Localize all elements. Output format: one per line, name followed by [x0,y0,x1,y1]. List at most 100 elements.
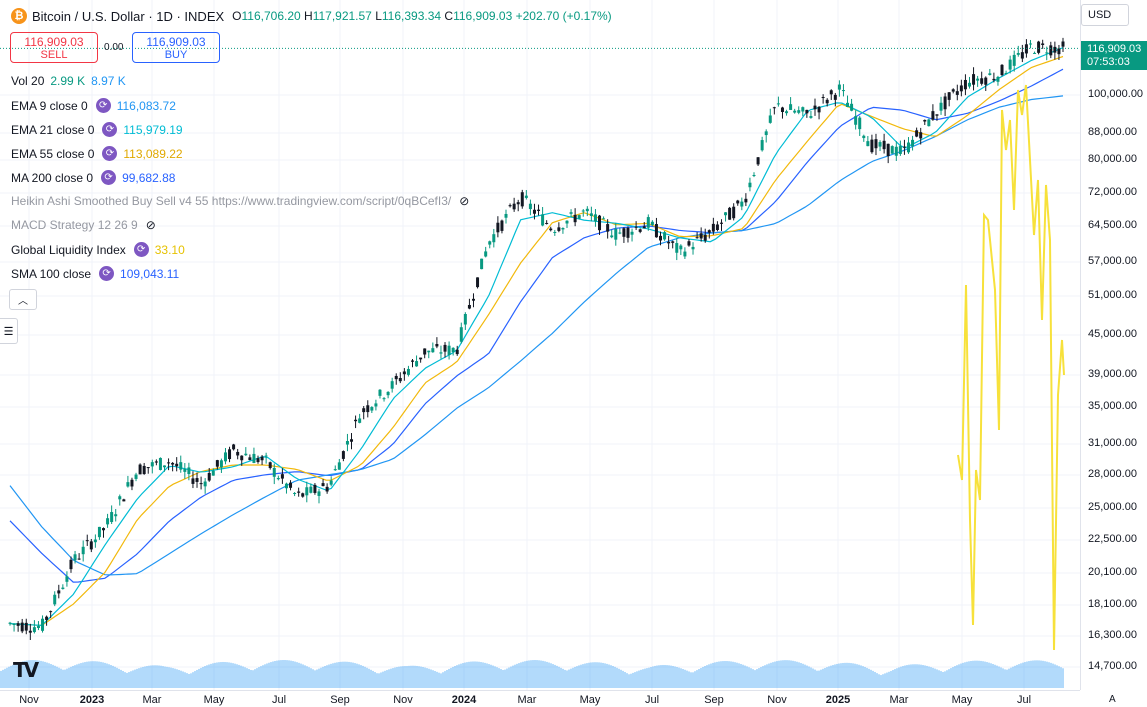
candle-body [12,623,16,625]
sell-button[interactable]: 116,909.03 SELL [10,32,98,63]
volume-bar [2,669,4,688]
volume-bar [738,663,740,688]
volume-bar [444,671,446,688]
hidden-eye-icon[interactable]: ⊘ [459,194,470,208]
sell-price: 116,909.03 [24,35,84,49]
candle-body [345,441,349,445]
volume-bar [268,662,270,688]
candle-body [467,304,471,309]
indicator-heikin-ashi[interactable]: Heikin Ashi Smoothed Buy Sell v4 55 http… [11,194,470,208]
candle-body [134,474,138,479]
candle-body [175,463,179,467]
price-chart[interactable] [0,0,1080,690]
candle-body [614,228,618,240]
volume-bar [990,663,992,688]
volume-bar [996,665,998,688]
volume-bar [920,664,922,688]
collapse-legend-button[interactable]: ︿ [9,289,37,310]
indicator-global-liquidity[interactable]: Global Liquidity Index ⟳ 33.10 [11,242,185,257]
candle-body [386,391,390,396]
currency-selector[interactable]: USD [1081,4,1129,26]
candle-body [878,142,882,147]
candle-body [289,482,293,488]
candle-body [524,195,528,198]
price-axis[interactable] [1080,0,1147,690]
candle-body [618,232,622,234]
object-tree-button[interactable]: ☰ [0,318,18,344]
candle-body [732,206,736,219]
volume-bar [658,665,660,688]
volume-bar [20,661,22,688]
time-axis[interactable] [0,690,1080,707]
volume-bar [814,669,816,688]
volume-bar [336,662,338,688]
candle-body [32,627,36,633]
volume-bar [426,668,428,688]
volume-bar [1048,662,1050,688]
candle-body [195,478,199,482]
indicator-ma200[interactable]: MA 200 close 0 ⟳ 99,682.88 [11,170,176,185]
auto-scale-button[interactable]: A [1109,694,1116,705]
volume-bar [796,661,798,688]
candle-body [699,233,703,239]
candle-body [898,146,902,154]
volume-bar [688,671,690,688]
indicator-macd[interactable]: MACD Strategy 12 26 9 ⊘ [11,218,156,232]
volume-bar [132,670,134,688]
indicator-volume[interactable]: Vol 20 2.99 K 8.97 K [11,74,126,88]
volume-bar [186,673,188,688]
volume-bar [1058,666,1060,688]
time-tick-label: May [951,694,973,706]
volume-bar [680,668,682,688]
volume-bar [32,660,34,688]
volume-bar [532,660,534,688]
candle-body [541,214,545,226]
volume-bar [14,664,16,688]
volume-bar [254,669,256,688]
candle-body [1000,64,1004,76]
indicator-sma100[interactable]: SMA 100 close ⟳ 109,043.11 [11,266,180,281]
symbol-title[interactable]: Bitcoin / U.S. Dollar · 1D · INDEX [32,8,225,24]
candle-body [1049,45,1053,56]
price-tick-label: 100,000.00 [1088,88,1144,100]
volume-bar [204,666,206,688]
volume-bar [1034,660,1036,688]
sma100-line [9,68,1064,583]
candle-body [902,146,906,148]
time-tick-label: Nov [767,694,787,706]
indicator-ema55[interactable]: EMA 55 close 0 ⟳ 113,089.22 [11,146,183,161]
volume-bar [998,666,1000,688]
volume-bar [960,663,962,688]
volume-bar [896,668,898,688]
volume-bar [798,662,800,688]
indicator-ema9[interactable]: EMA 9 close 0 ⟳ 116,083.72 [11,98,176,113]
tradingview-logo[interactable]: TV [13,658,39,682]
volume-bar [624,672,626,688]
candle-body [415,361,419,367]
volume-bar [302,664,304,688]
volume-bar [338,662,340,688]
price-tick-label: 14,700.00 [1088,660,1137,672]
candle-body [260,456,264,461]
volume-bar [582,664,584,688]
candle-body [439,352,443,354]
symbol-header[interactable]: ₿ Bitcoin / U.S. Dollar · 1D · INDEX O11… [11,8,612,24]
volume-bar [520,662,522,688]
volume-bar [360,665,362,688]
volume-bar [242,666,244,688]
volume-bar [506,668,508,688]
volume-bar [70,666,72,688]
volume-bar [898,667,900,688]
candle-body [719,222,723,224]
candle-body [191,478,195,484]
hidden-eye-icon[interactable]: ⊘ [145,218,156,232]
volume-bar [846,662,848,688]
volume-bar [258,667,260,688]
indicator-ema21[interactable]: EMA 21 close 0 ⟳ 115,979.19 [11,122,183,137]
volume-bar [610,665,612,688]
volume-bar [388,669,390,688]
buy-button[interactable]: 116,909.03 BUY [132,32,220,63]
volume-bar [24,660,26,688]
volume-bar [1020,663,1022,688]
volume-bar [524,661,526,688]
